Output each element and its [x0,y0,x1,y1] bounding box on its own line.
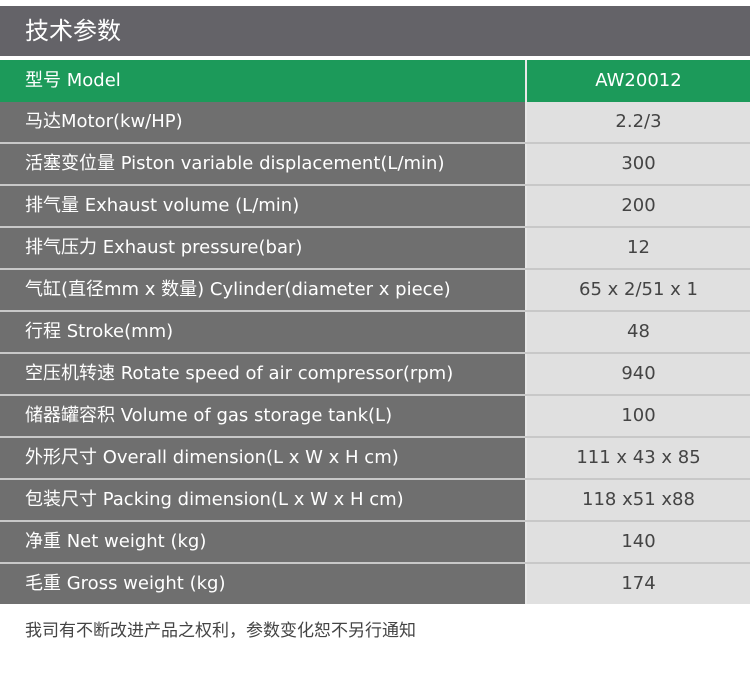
row-value: 940 [527,354,750,394]
table-row: 排气量 Exhaust volume (L/min) 200 [0,186,750,228]
footer-note: 我司有不断改进产品之权利，参数变化恕不另行通知 [25,621,416,641]
row-label: 净重 Net weight (kg) [0,522,527,562]
table-row: 毛重 Gross weight (kg) 174 [0,564,750,604]
row-value: 65 x 2/51 x 1 [527,270,750,310]
table-row-model: 型号 Model AW20012 [0,60,750,102]
section-title: 技术参数 [0,6,750,56]
row-value: 118 x51 x88 [527,480,750,520]
row-label: 活塞变位量 Piston variable displacement(L/min… [0,144,527,184]
table-row: 活塞变位量 Piston variable displacement(L/min… [0,144,750,186]
row-label: 行程 Stroke(mm) [0,312,527,352]
table-row: 储器罐容积 Volume of gas storage tank(L) 100 [0,396,750,438]
row-label: 空压机转速 Rotate speed of air compressor(rpm… [0,354,527,394]
table-row: 空压机转速 Rotate speed of air compressor(rpm… [0,354,750,396]
row-value: 300 [527,144,750,184]
row-label: 外形尺寸 Overall dimension(L x W x H cm) [0,438,527,478]
row-label: 毛重 Gross weight (kg) [0,564,527,604]
spec-table: 型号 Model AW20012 马达Motor(kw/HP) 2.2/3 活塞变位… [0,60,750,604]
row-value: 111 x 43 x 85 [527,438,750,478]
row-label: 排气压力 Exhaust pressure(bar) [0,228,527,268]
row-value: AW20012 [527,60,750,102]
row-value: 12 [527,228,750,268]
row-value: 2.2/3 [527,102,750,142]
table-row: 净重 Net weight (kg) 140 [0,522,750,564]
table-row: 行程 Stroke(mm) 48 [0,312,750,354]
row-label: 排气量 Exhaust volume (L/min) [0,186,527,226]
row-label: 包装尺寸 Packing dimension(L x W x H cm) [0,480,527,520]
row-label: 马达Motor(kw/HP) [0,102,527,142]
row-label: 气缸(直径mm x 数量) Cylinder(diameter x piece) [0,270,527,310]
row-value: 200 [527,186,750,226]
table-row: 外形尺寸 Overall dimension(L x W x H cm) 111 … [0,438,750,480]
row-label: 型号 Model [0,60,527,102]
row-value: 174 [527,564,750,604]
row-value: 140 [527,522,750,562]
table-row: 气缸(直径mm x 数量) Cylinder(diameter x piece)… [0,270,750,312]
row-label: 储器罐容积 Volume of gas storage tank(L) [0,396,527,436]
table-row: 排气压力 Exhaust pressure(bar) 12 [0,228,750,270]
row-value: 100 [527,396,750,436]
table-row: 包装尺寸 Packing dimension(L x W x H cm) 118 … [0,480,750,522]
table-row: 马达Motor(kw/HP) 2.2/3 [0,102,750,144]
row-value: 48 [527,312,750,352]
